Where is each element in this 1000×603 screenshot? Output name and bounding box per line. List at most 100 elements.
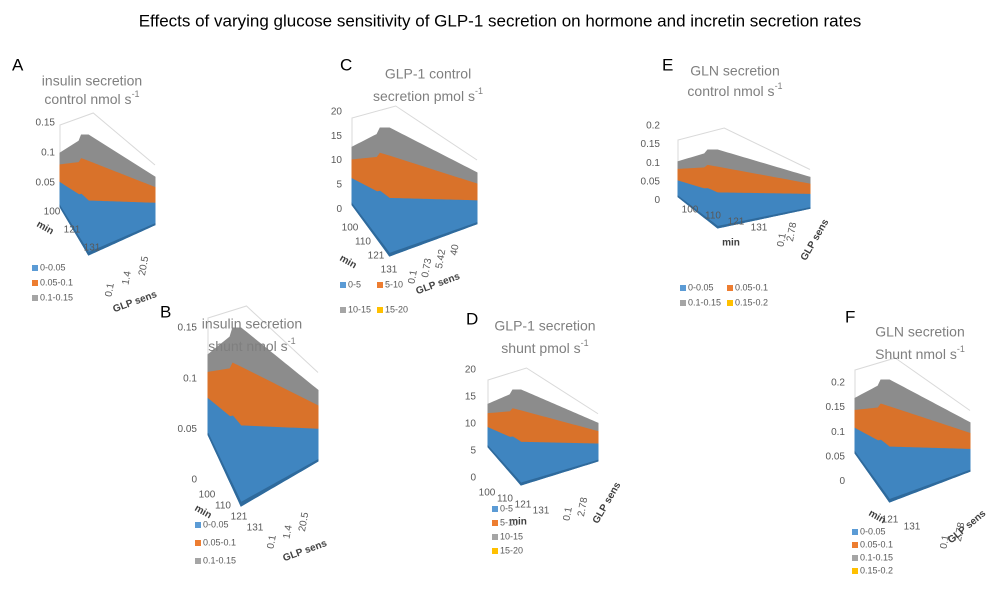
legend-label: 0.05-0.1 bbox=[735, 282, 768, 292]
time-tick-label: 131 bbox=[84, 243, 101, 254]
title-sup: -1 bbox=[581, 338, 589, 348]
panel-title: GLN secretion bbox=[690, 63, 779, 79]
legend-swatch bbox=[32, 265, 38, 271]
legend-swatch bbox=[680, 285, 686, 291]
panel-title: shunt pmol s-1 bbox=[501, 338, 588, 355]
title-sup: -1 bbox=[475, 86, 483, 96]
legend-swatch bbox=[852, 542, 858, 548]
z-tick-label: 0.05 bbox=[36, 178, 56, 189]
glp-tick-label: 2.78 bbox=[576, 496, 590, 518]
panel-letter: A bbox=[12, 55, 24, 74]
legend-swatch bbox=[727, 300, 733, 306]
legend-label: 5-10 bbox=[385, 279, 403, 289]
z-tick-label: 20 bbox=[465, 365, 477, 376]
time-axis-label: min bbox=[337, 253, 358, 271]
z-tick-label: 0 bbox=[839, 476, 845, 487]
legend-swatch bbox=[377, 282, 383, 288]
legend-swatch bbox=[680, 300, 686, 306]
z-tick-label: 0 bbox=[654, 195, 660, 206]
panel-title: GLP-1 control bbox=[385, 66, 471, 82]
legend-label: 0.1-0.15 bbox=[688, 297, 721, 307]
legend-label: 0.15-0.2 bbox=[860, 565, 893, 575]
surface-band bbox=[854, 450, 971, 503]
time-axis-label: min bbox=[509, 517, 527, 528]
z-tick-label: 15 bbox=[331, 131, 343, 142]
panel-letter: D bbox=[466, 309, 478, 328]
legend-label: 10-15 bbox=[500, 531, 523, 541]
title-sup: -1 bbox=[288, 336, 296, 346]
z-tick-label: 15 bbox=[465, 392, 477, 403]
title-text: control nmol s bbox=[44, 91, 131, 107]
title-text: secretion pmol s bbox=[373, 88, 475, 104]
figure-title: Effects of varying glucose sensitivity o… bbox=[139, 11, 862, 30]
time-tick-label: 131 bbox=[247, 523, 264, 534]
legend-label: 0-0.05 bbox=[203, 519, 229, 529]
time-tick-label: 100 bbox=[199, 490, 216, 501]
time-tick-label: 121 bbox=[728, 217, 745, 228]
time-tick-label: 100 bbox=[479, 488, 496, 499]
legend-swatch bbox=[32, 295, 38, 301]
time-tick-label: 110 bbox=[215, 501, 231, 512]
glp-tick-label: 0.1 bbox=[266, 534, 279, 550]
time-tick-label: 121 bbox=[231, 512, 248, 523]
title-text: shunt pmol s bbox=[501, 340, 580, 356]
title-text: Shunt nmol s bbox=[875, 346, 957, 362]
panel-title: insulin secretion bbox=[42, 73, 142, 89]
title-text: shunt nmol s bbox=[208, 338, 287, 354]
glp-tick-label: 0.1 bbox=[776, 232, 789, 248]
panel-letter: C bbox=[340, 55, 352, 74]
glp-tick-label: 0.1 bbox=[104, 282, 117, 298]
panel-letter: E bbox=[662, 55, 673, 74]
legend-label: 0.1-0.15 bbox=[860, 552, 893, 562]
legend-swatch bbox=[195, 522, 201, 528]
legend-swatch bbox=[852, 568, 858, 574]
title-text: control nmol s bbox=[687, 83, 774, 99]
z-tick-label: 0 bbox=[191, 475, 197, 486]
time-axis-label: min bbox=[34, 219, 55, 237]
glp-tick-label: 1.4 bbox=[121, 270, 134, 286]
legend-label: 15-20 bbox=[385, 304, 408, 314]
time-tick-label: 110 bbox=[705, 211, 721, 222]
glp-tick-label: 0.73 bbox=[420, 257, 434, 279]
z-tick-label: 0.05 bbox=[826, 451, 846, 462]
time-tick-label: 110 bbox=[355, 237, 371, 248]
surface-band bbox=[351, 202, 478, 257]
time-tick-label: 131 bbox=[904, 522, 921, 533]
legend-swatch bbox=[377, 307, 383, 313]
legend-label: 15-20 bbox=[500, 545, 523, 555]
z-tick-label: 0.15 bbox=[826, 402, 846, 413]
glp-tick-label: 1.4 bbox=[282, 524, 295, 540]
z-tick-label: 0.1 bbox=[41, 148, 55, 159]
time-tick-label: 131 bbox=[751, 223, 768, 234]
z-tick-label: 5 bbox=[470, 446, 476, 457]
glp-axis-label: GLP sens bbox=[282, 538, 329, 564]
panel-title: Shunt nmol s-1 bbox=[875, 344, 965, 361]
panel-letter: B bbox=[160, 302, 171, 321]
z-tick-label: 0.1 bbox=[646, 158, 660, 169]
glp-tick-label: 5.42 bbox=[434, 248, 448, 270]
legend-swatch bbox=[727, 285, 733, 291]
time-tick-label: 121 bbox=[882, 515, 899, 526]
legend-label: 0.1-0.15 bbox=[203, 555, 236, 565]
time-tick-label: 131 bbox=[381, 265, 398, 276]
panel: F GLN secretion Shunt nmol s-1 0.2 0.15 0.1 0.… bbox=[826, 307, 989, 575]
legend-swatch bbox=[32, 280, 38, 286]
legend-swatch bbox=[340, 282, 346, 288]
panel-title: insulin secretion bbox=[202, 316, 302, 332]
glp-tick-label: 2.78 bbox=[953, 521, 967, 543]
z-tick-label: 20 bbox=[331, 107, 343, 118]
surface-band bbox=[207, 432, 319, 507]
z-tick-label: 10 bbox=[331, 155, 343, 166]
panel-title: GLP-1 secretion bbox=[494, 318, 595, 334]
legend-label: 0-0.05 bbox=[860, 526, 886, 536]
glp-tick-label: 2.78 bbox=[785, 221, 799, 243]
panel: E GLN secretion control nmol s-1 0.2 0.15 0.1… bbox=[641, 55, 832, 307]
z-tick-label: 0.15 bbox=[178, 323, 198, 334]
z-tick-label: 0.2 bbox=[646, 121, 660, 132]
legend-label: 0-0.05 bbox=[688, 282, 714, 292]
panel: C GLP-1 control secretion pmol s-1 20 15 10 5 0… bbox=[331, 55, 483, 314]
glp-axis-label: GLP sens bbox=[946, 508, 989, 546]
legend-swatch bbox=[852, 555, 858, 561]
